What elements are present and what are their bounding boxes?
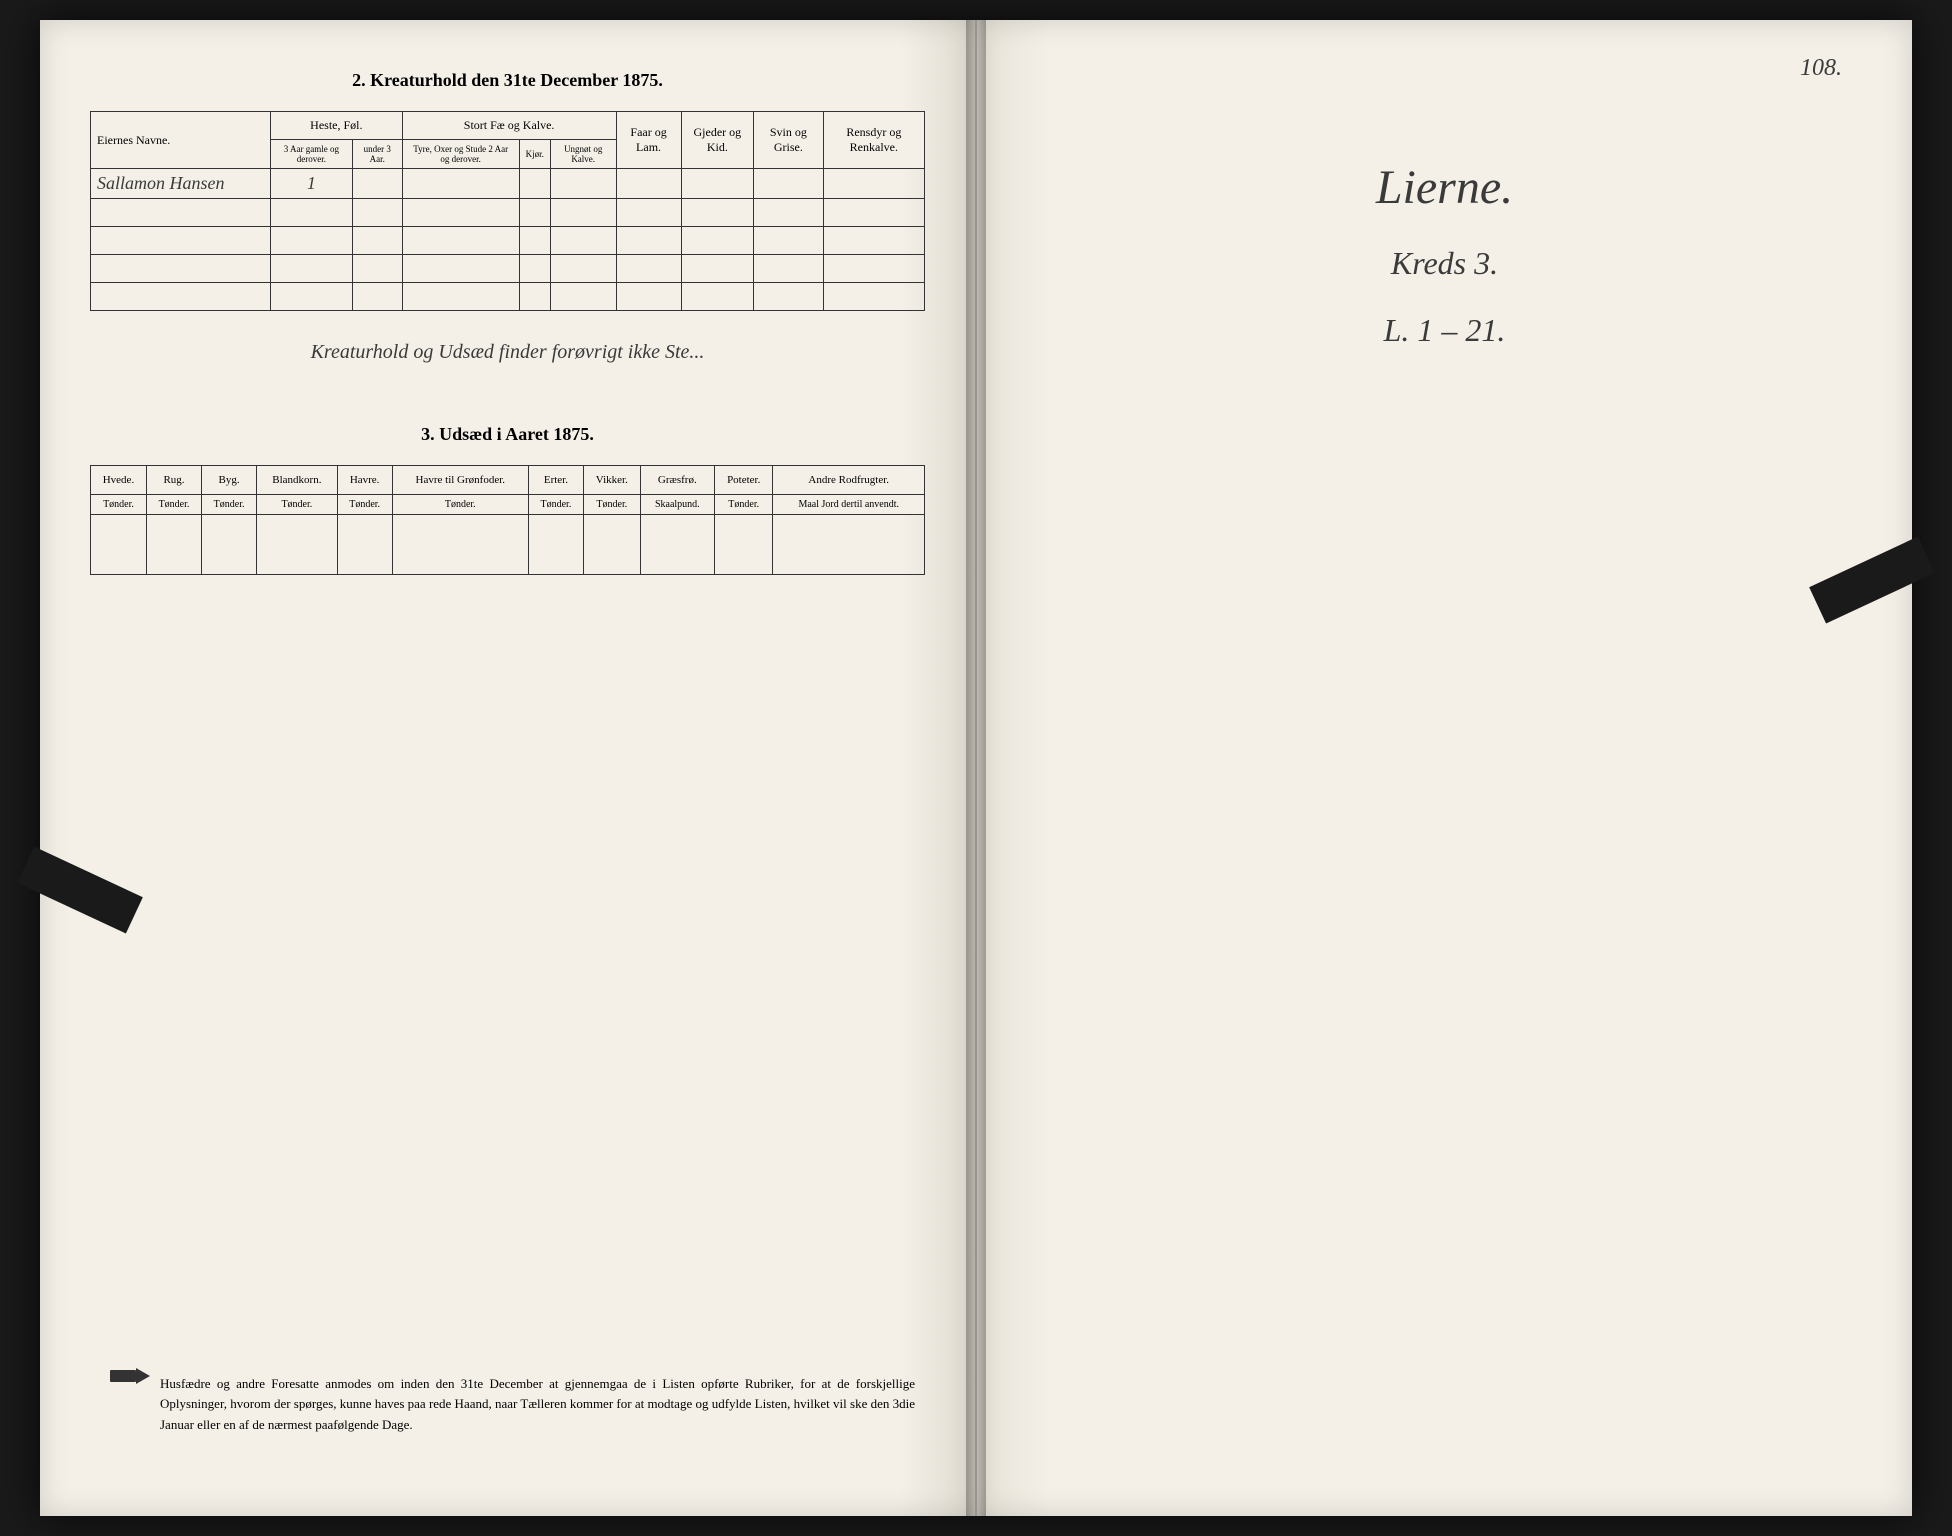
col-stort-sub2: Kjør. xyxy=(519,140,550,169)
col-byg: Byg. xyxy=(202,466,257,495)
cell-stort2 xyxy=(519,169,550,199)
col-gjeder: Gjeder og Kid. xyxy=(681,112,754,169)
col-rens: Rensdyr og Renkalve. xyxy=(823,112,924,169)
col-heste-sub1: 3 Aar gamle og derover. xyxy=(271,140,353,169)
section-2-note: Kreaturhold og Udsæd finder forøvrigt ik… xyxy=(90,341,925,364)
table-row-empty xyxy=(91,199,925,227)
unit-8: Skaalpund. xyxy=(640,495,714,515)
unit-10: Maal Jord dertil anvendt. xyxy=(773,495,925,515)
col-stort: Stort Fæ og Kalve. xyxy=(402,112,616,140)
unit-9: Tønder. xyxy=(714,495,773,515)
col-faar: Faar og Lam. xyxy=(616,112,681,169)
col-hvede: Hvede. xyxy=(91,466,147,495)
table-row-empty xyxy=(91,227,925,255)
unit-6: Tønder. xyxy=(528,495,583,515)
unit-3: Tønder. xyxy=(257,495,337,515)
cell-gjeder xyxy=(681,169,754,199)
livestock-table: Eiernes Navne. Heste, Føl. Stort Fæ og K… xyxy=(90,111,925,311)
col-vikker: Vikker. xyxy=(583,466,640,495)
table-row: Sallamon Hansen 1 xyxy=(91,169,925,199)
col-andre: Andre Rodfrugter. xyxy=(773,466,925,495)
cell-heste1: 1 xyxy=(271,169,353,199)
col-erter: Erter. xyxy=(528,466,583,495)
table-row-empty xyxy=(91,283,925,311)
col-stort-sub3: Ungnøt og Kalve. xyxy=(550,140,616,169)
unit-0: Tønder. xyxy=(91,495,147,515)
pointing-hand-icon xyxy=(110,1366,150,1386)
unit-7: Tønder. xyxy=(583,495,640,515)
col-poteter: Poteter. xyxy=(714,466,773,495)
cell-heste2 xyxy=(352,169,402,199)
owner-name: Sallamon Hansen xyxy=(91,169,271,199)
seed-row-empty xyxy=(91,515,925,575)
left-page: 2. Kreaturhold den 31te December 1875. E… xyxy=(40,20,977,1516)
col-stort-sub1: Tyre, Oxer og Stude 2 Aar og derover. xyxy=(402,140,519,169)
page-number: 108. xyxy=(1800,55,1842,82)
right-title: Lierne. xyxy=(1027,160,1862,215)
section-2-title: 2. Kreaturhold den 31te December 1875. xyxy=(90,70,925,91)
seed-table: Hvede. Rug. Byg. Blandkorn. Havre. Havre… xyxy=(90,465,925,575)
unit-5: Tønder. xyxy=(392,495,528,515)
cell-faar xyxy=(616,169,681,199)
right-page: 108. Lierne. Kreds 3. L. 1 – 21. xyxy=(977,20,1912,1516)
col-svin: Svin og Grise. xyxy=(754,112,824,169)
cell-stort3 xyxy=(550,169,616,199)
table-row-empty xyxy=(91,255,925,283)
footer-instructions: Husfædre og andre Foresatte anmodes om i… xyxy=(160,1374,915,1436)
col-eiernes: Eiernes Navne. xyxy=(91,112,271,169)
cell-stort1 xyxy=(402,169,519,199)
unit-2: Tønder. xyxy=(202,495,257,515)
section-3-title: 3. Udsæd i Aaret 1875. xyxy=(90,424,925,445)
col-heste: Heste, Føl. xyxy=(271,112,403,140)
right-range: L. 1 – 21. xyxy=(1027,312,1862,349)
col-blandkorn: Blandkorn. xyxy=(257,466,337,495)
cell-rens xyxy=(823,169,924,199)
col-rug: Rug. xyxy=(146,466,201,495)
col-heste-sub2: under 3 Aar. xyxy=(352,140,402,169)
cell-svin xyxy=(754,169,824,199)
right-subtitle: Kreds 3. xyxy=(1027,245,1862,282)
col-havre-gron: Havre til Grønfoder. xyxy=(392,466,528,495)
col-havre: Havre. xyxy=(337,466,392,495)
unit-1: Tønder. xyxy=(146,495,201,515)
col-graesfro: Græsfrø. xyxy=(640,466,714,495)
unit-4: Tønder. xyxy=(337,495,392,515)
